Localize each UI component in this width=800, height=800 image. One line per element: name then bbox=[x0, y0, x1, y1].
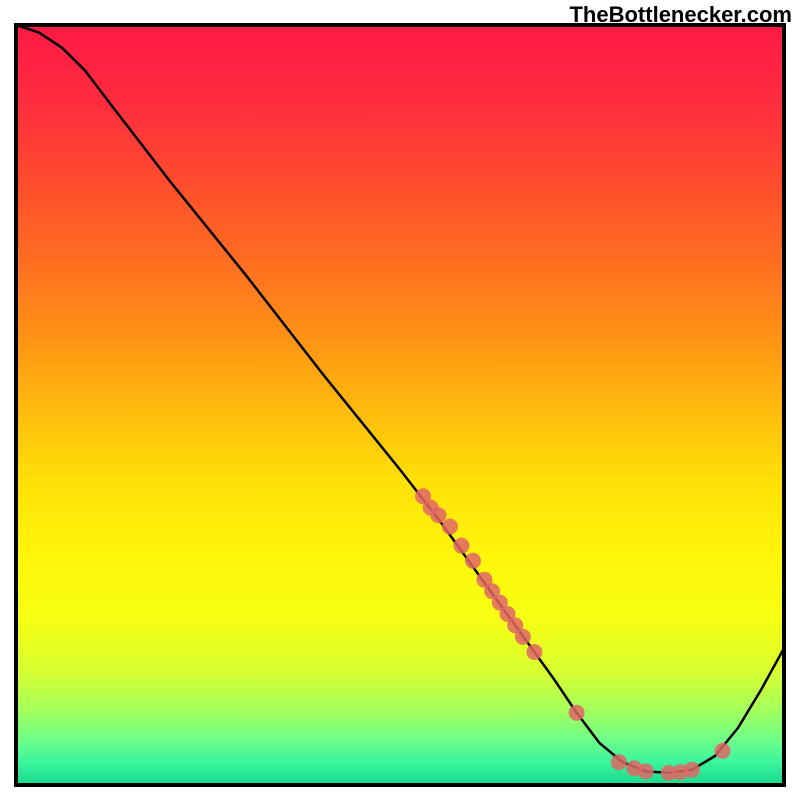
chart-background bbox=[16, 25, 784, 785]
data-marker bbox=[453, 538, 469, 554]
data-marker bbox=[430, 507, 446, 523]
data-marker bbox=[638, 763, 654, 779]
data-marker bbox=[611, 754, 627, 770]
data-marker bbox=[465, 553, 481, 569]
data-marker bbox=[684, 762, 700, 778]
data-marker bbox=[526, 644, 542, 660]
watermark-text: TheBottlenecker.com bbox=[569, 2, 792, 28]
data-marker bbox=[515, 629, 531, 645]
data-marker bbox=[442, 519, 458, 535]
data-marker bbox=[569, 705, 585, 721]
data-marker bbox=[715, 743, 731, 759]
chart-svg bbox=[0, 0, 800, 800]
